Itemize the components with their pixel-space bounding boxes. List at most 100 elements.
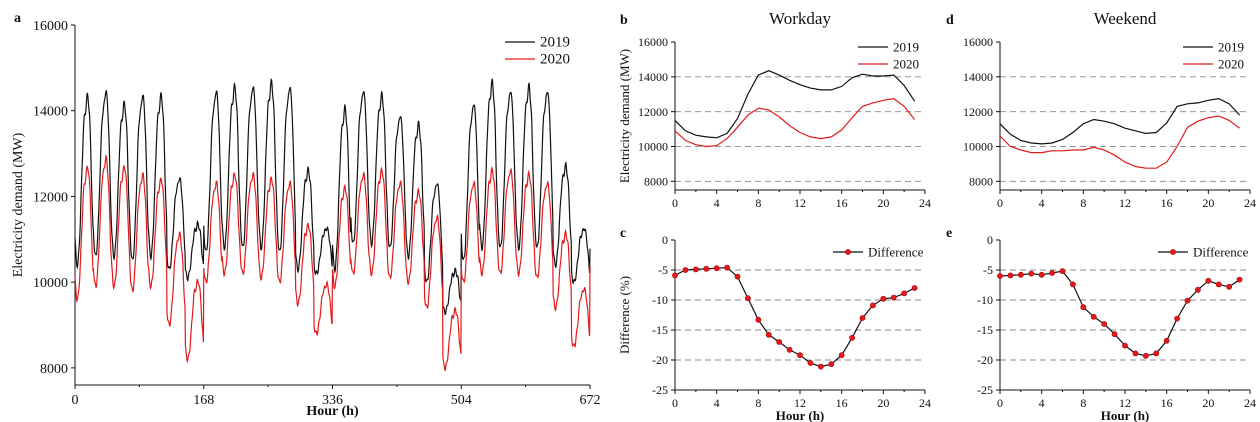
- data-point: [724, 264, 730, 271]
- y-tick-label: 0: [987, 233, 993, 247]
- y-tick-label: -10: [652, 293, 668, 307]
- data-point: [786, 346, 793, 353]
- y-tick-label: -15: [652, 323, 668, 337]
- data-point: [1142, 352, 1149, 359]
- x-tick-label: 24: [1244, 196, 1256, 210]
- x-tick-label: 0: [997, 396, 1003, 410]
- data-point: [1017, 271, 1024, 278]
- legend-label: 2020: [540, 52, 570, 68]
- legend-label: 2020: [1218, 57, 1244, 72]
- x-tick-label: 12: [794, 196, 806, 210]
- panel-label: d: [946, 13, 954, 28]
- y-tick-label: -25: [652, 383, 668, 397]
- y-tick-label: -5: [658, 263, 668, 277]
- data-point: [713, 265, 720, 272]
- panel-c: 0 4 8 12 16 20 24 -25 -20 -15 -10 -5 0 c Hour (h) Diffe…: [617, 226, 931, 422]
- x-tick-label: 4: [1039, 396, 1045, 410]
- x-tick-label: 8: [755, 196, 761, 210]
- x-tick-label: 8: [1080, 196, 1086, 210]
- x-tick-label: 24: [1244, 396, 1256, 410]
- x-axis-label: Hour (h): [306, 404, 359, 419]
- data-point: [692, 266, 699, 273]
- y-tick-label: 16000: [963, 35, 993, 49]
- series-line-2019: [74, 77, 591, 316]
- panel-label: c: [620, 226, 626, 241]
- data-point: [1028, 270, 1035, 277]
- y-tick-label: 10000: [33, 276, 68, 291]
- data-point: [849, 334, 855, 341]
- legend-label: 2019: [540, 35, 570, 51]
- panel-e: 0 4 8 12 16 20 24 -25 -20 -15 -10 -5 0 e Hour (h) Diffe…: [946, 226, 1256, 422]
- x-tick-label: 16: [1161, 396, 1173, 410]
- data-point: [1038, 271, 1045, 278]
- x-tick-label: 0: [72, 393, 79, 408]
- series-line-2019: [674, 70, 916, 139]
- data-point: [1070, 281, 1076, 288]
- panel-label: a: [14, 11, 21, 26]
- y-tick-label: -20: [977, 353, 993, 367]
- series-line-2020: [74, 154, 591, 371]
- data-point: [859, 315, 866, 321]
- data-point: [1080, 304, 1087, 311]
- data-point: [901, 290, 908, 297]
- y-tick-label: 14000: [963, 70, 993, 84]
- x-axis-label: Hour (h): [776, 408, 825, 422]
- data-point: [1059, 268, 1066, 275]
- x-tick-label: 0: [672, 196, 678, 210]
- data-point: [703, 265, 710, 272]
- legend-label: Difference: [868, 245, 924, 260]
- data-point: [776, 339, 783, 345]
- y-tick-label: 14000: [33, 105, 68, 120]
- series-line-2019: [999, 97, 1241, 145]
- y-tick-label: -20: [652, 353, 668, 367]
- data-point: [1226, 283, 1233, 290]
- data-point: [1215, 281, 1222, 288]
- chart-title: Weekend: [1094, 9, 1157, 28]
- y-tick-label: 8000: [40, 362, 68, 377]
- x-tick-label: 672: [580, 393, 601, 408]
- panel-d: 0 4 8 12 16 20 24 8000 10000 12000 14000 16000 d Week…: [946, 9, 1256, 210]
- data-point: [1101, 321, 1108, 327]
- x-tick-label: 8: [755, 396, 761, 410]
- data-point: [1195, 286, 1201, 293]
- y-tick-label: 12000: [963, 105, 993, 119]
- x-tick-label: 12: [1119, 196, 1131, 210]
- y-tick-label: 12000: [33, 190, 68, 205]
- x-tick-label: 16: [836, 196, 848, 210]
- y-axis-label: Difference (%): [617, 276, 632, 354]
- data-point: [755, 316, 762, 323]
- data-point: [1090, 313, 1097, 320]
- x-tick-label: 12: [794, 396, 806, 410]
- legend: Difference: [1158, 245, 1249, 260]
- x-tick-label: 20: [1202, 396, 1214, 410]
- data-point: [734, 273, 741, 280]
- legend-label: 2019: [1218, 40, 1244, 55]
- data-point: [745, 295, 751, 302]
- y-tick-label: -15: [977, 323, 993, 337]
- data-point: [1153, 350, 1160, 357]
- data-point: [1163, 337, 1170, 344]
- data-point: [817, 363, 824, 370]
- x-axis-label: Hour (h): [1101, 408, 1150, 422]
- panel-a: 0 168 336 504 672 8000 10000 12000 14000 16000 a Ho…: [11, 11, 601, 419]
- y-tick-label: 10000: [963, 140, 993, 154]
- y-axis-label: Electricity demand (MW): [11, 132, 26, 277]
- x-tick-label: 4: [714, 196, 720, 210]
- x-tick-label: 24: [919, 196, 931, 210]
- data-point: [682, 267, 689, 273]
- x-tick-label: 0: [997, 196, 1003, 210]
- data-point: [997, 273, 1003, 279]
- y-tick-label: -10: [977, 293, 993, 307]
- data-point: [1184, 297, 1191, 304]
- series-line-2020: [999, 115, 1240, 169]
- data-point: [911, 285, 918, 291]
- data-point: [807, 360, 814, 366]
- x-tick-label: 4: [1039, 196, 1045, 210]
- x-tick-label: 504: [451, 393, 472, 408]
- panel-b: 0 4 8 12 16 20 24 8000 10000 12000 14000 16000 b Work…: [617, 9, 931, 210]
- series-line-Difference: [999, 270, 1240, 357]
- y-tick-label: 16000: [33, 19, 68, 34]
- legend: 2019 2020: [1183, 40, 1244, 72]
- y-tick-label: 8000: [644, 174, 668, 188]
